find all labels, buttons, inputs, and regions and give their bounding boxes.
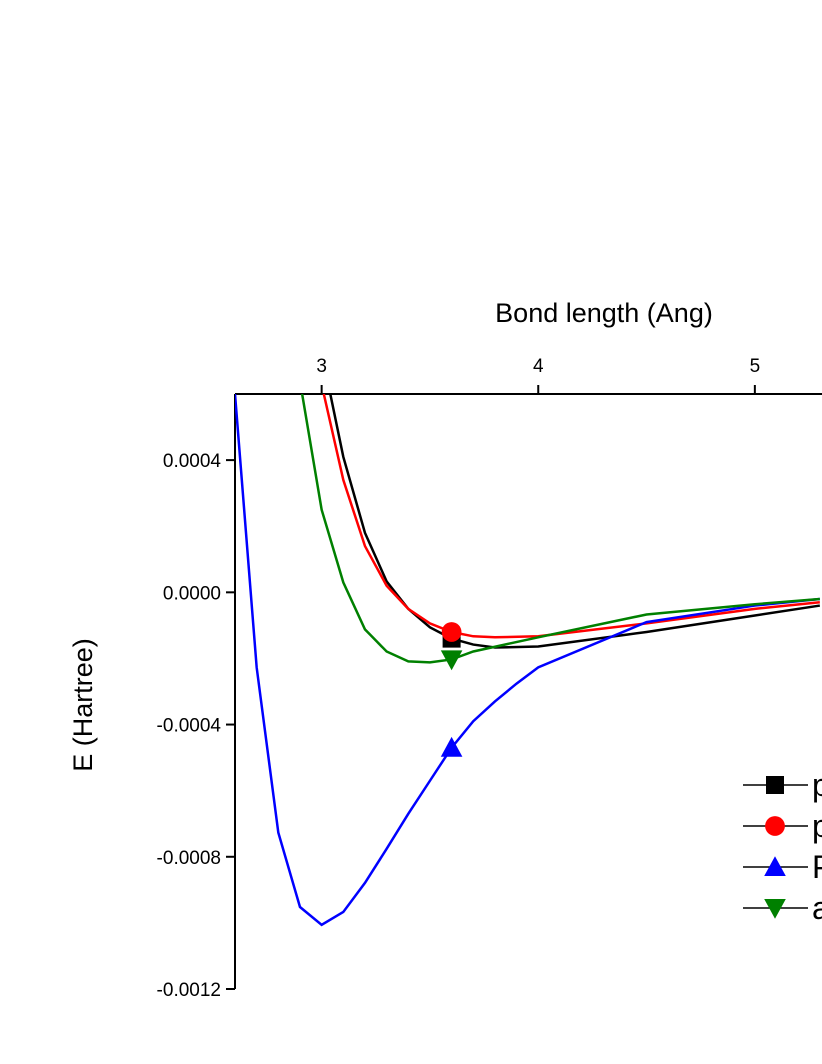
y-tick-label: -0.0004 [157, 716, 222, 737]
y-tick-label: -0.0008 [157, 848, 221, 869]
x-tick-label: 4 [533, 356, 544, 377]
legend-label: p [812, 767, 822, 803]
legend-label: P [812, 849, 822, 885]
y-axis-label: E (Hartree) [68, 638, 98, 772]
marker [766, 776, 784, 794]
marker [440, 650, 463, 671]
y-tick-label: 0.0004 [163, 451, 222, 472]
plot-area [235, 394, 821, 927]
marker [440, 736, 463, 757]
y-tick-label: -0.0012 [157, 980, 221, 1001]
x-tick-label: 3 [316, 356, 327, 377]
series-line [322, 394, 820, 639]
legend-label: p [812, 808, 822, 844]
marker [765, 816, 785, 836]
x-tick-label: 5 [750, 356, 761, 377]
marker [764, 899, 786, 919]
marker [441, 622, 462, 642]
marker [764, 856, 786, 876]
y-tick-label: 0.0000 [163, 583, 221, 604]
legend-label: a [812, 890, 822, 926]
x-axis-label: Bond length (Ang) [495, 298, 713, 328]
series-line [235, 394, 820, 927]
series-line [300, 394, 820, 664]
